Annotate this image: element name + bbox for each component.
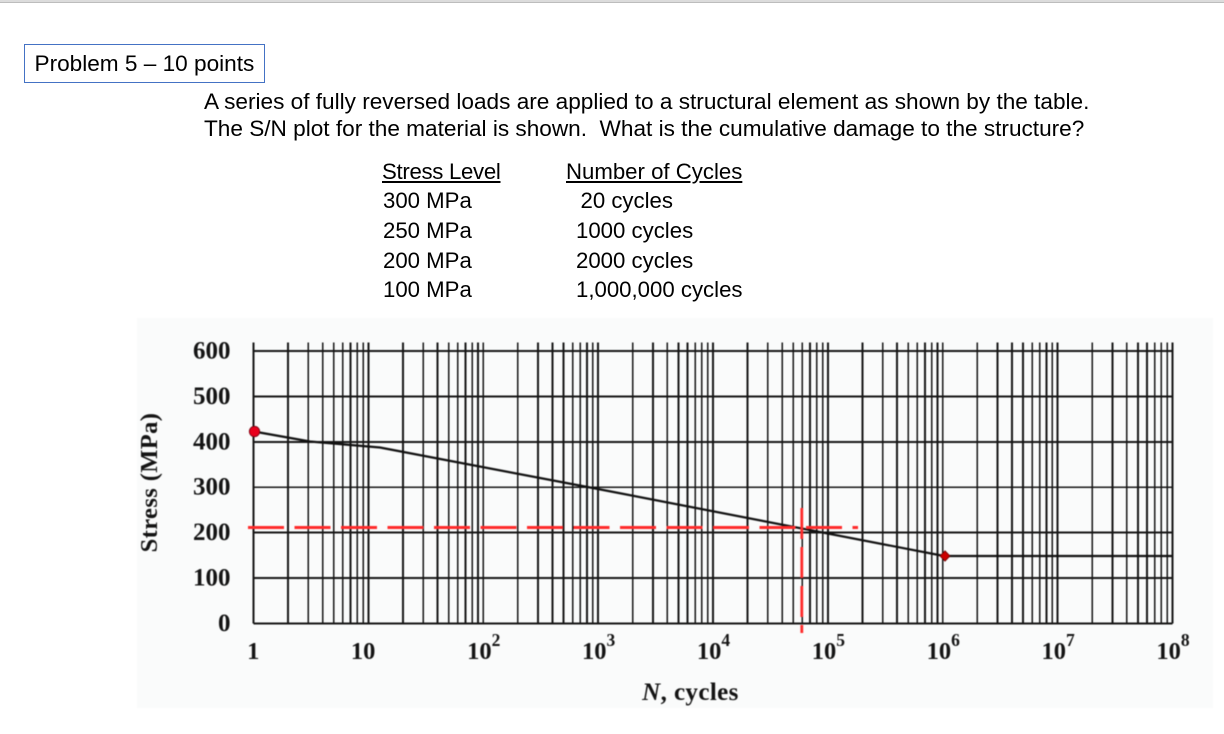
svg-text:N, cycles: N, cycles <box>641 679 739 706</box>
svg-text:200: 200 <box>193 519 231 546</box>
svg-text:600: 600 <box>193 337 231 364</box>
svg-text:0: 0 <box>218 610 231 637</box>
svg-text:10: 10 <box>351 638 376 665</box>
svg-text:106: 106 <box>927 630 961 665</box>
svg-text:1: 1 <box>247 638 259 665</box>
svg-text:103: 103 <box>582 630 616 665</box>
svg-text:Stress (MPa): Stress (MPa) <box>136 413 163 553</box>
svg-text:300: 300 <box>193 474 231 501</box>
svg-text:102: 102 <box>467 630 500 665</box>
svg-text:400: 400 <box>193 428 231 455</box>
svg-text:108: 108 <box>1156 630 1190 665</box>
svg-text:105: 105 <box>812 630 846 665</box>
svg-text:500: 500 <box>193 383 231 410</box>
svg-text:104: 104 <box>697 630 731 665</box>
svg-text:107: 107 <box>1042 630 1076 665</box>
svg-text:100: 100 <box>193 565 231 592</box>
